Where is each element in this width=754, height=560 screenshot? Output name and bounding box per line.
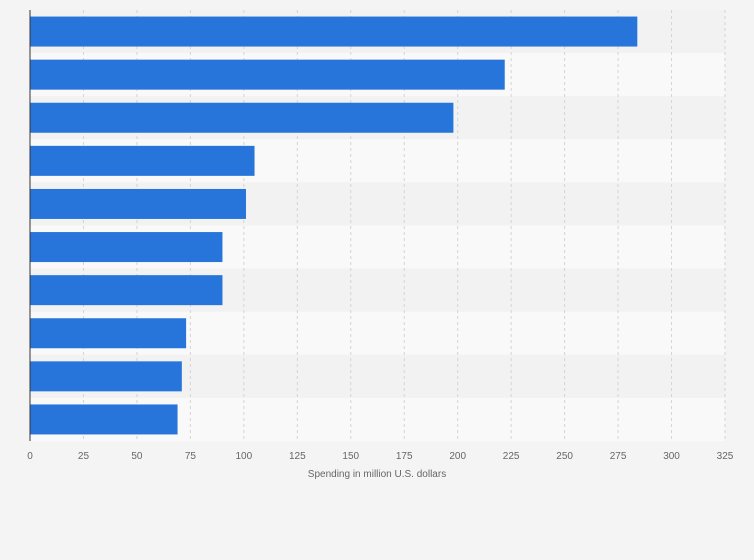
x-tick-label: 0 <box>27 451 33 462</box>
x-tick-label: 100 <box>236 451 253 462</box>
x-tick-label: 275 <box>610 451 627 462</box>
bar <box>30 102 454 133</box>
x-axis-title: Spending in million U.S. dollars <box>308 469 446 480</box>
bar <box>30 275 223 306</box>
bar <box>30 361 182 392</box>
bar <box>30 188 246 219</box>
bar <box>30 232 223 263</box>
x-tick-labels: 0 25 50 75 100 125 150 175 200 225 250 275 300 325 <box>27 451 734 462</box>
x-tick-label: 50 <box>131 451 143 462</box>
bar <box>30 145 255 176</box>
x-tick-label: 75 <box>185 451 197 462</box>
x-tick-label: 175 <box>396 451 413 462</box>
x-tick-label: 150 <box>342 451 359 462</box>
x-tick-label: 200 <box>449 451 466 462</box>
x-tick-label: 300 <box>663 451 680 462</box>
x-tick-label: 250 <box>556 451 573 462</box>
x-tick-label: 325 <box>717 451 734 462</box>
x-tick-label: 25 <box>78 451 90 462</box>
bars <box>30 16 638 435</box>
x-tick-label: 225 <box>503 451 520 462</box>
x-tick-label: 125 <box>289 451 306 462</box>
bar <box>30 404 178 435</box>
bar <box>30 59 505 90</box>
bar <box>30 318 187 349</box>
bar <box>30 16 638 47</box>
